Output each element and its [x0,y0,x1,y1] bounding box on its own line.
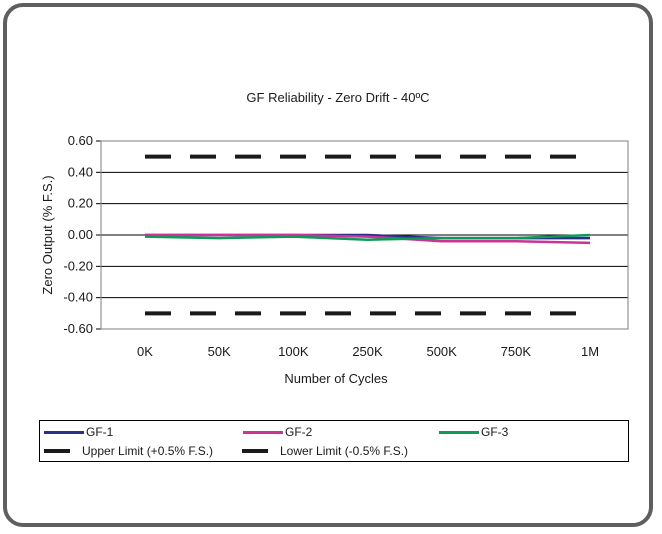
x-tick-label: 50K [208,344,231,359]
legend-swatch-gf-3 [439,430,479,434]
x-axis-label: Number of Cycles [284,371,388,386]
x-tick-label: 250K [352,344,383,359]
legend-swatch-lower-limit [242,449,268,453]
series-lines [144,154,591,316]
y-tick-labels: 0.60 0.40 0.20 0.00 -0.20 -0.40 -0.60 [63,133,93,336]
x-tick-label: 500K [426,344,457,359]
legend-label-upper-limit: Upper Limit (+0.5% F.S.) [82,444,214,458]
y-tick-label: 0.60 [68,133,93,148]
chart-title: GF Reliability - Zero Drift - 40ºC [246,90,429,105]
legend-label-gf-2: GF-2 [285,425,313,439]
legend-label-gf-3: GF-3 [481,425,509,439]
legend-item-gf-3: GF-3 [439,425,508,439]
legend-item-lower-limit: Lower Limit (-0.5% F.S.) [242,444,408,458]
legend: GF-1 GF-2 GF-3 Upper Limit (+0.5% F.S.) … [39,420,629,462]
plot-area [100,140,629,330]
legend-item-gf-1: GF-1 [44,425,113,439]
y-tick-label: 0.20 [68,196,93,211]
legend-label-lower-limit: Lower Limit (-0.5% F.S.) [280,444,409,458]
legend-swatch-upper-limit [44,449,70,453]
x-tick-label: 0K [137,344,153,359]
y-tick-label: -0.40 [63,290,93,305]
legend-label-gf-1: GF-1 [86,425,114,439]
legend-swatch-gf-2 [243,430,283,434]
legend-swatch-gf-1 [44,430,84,434]
series-line-gf-2 [145,233,591,245]
y-tick-label: 0.40 [68,164,93,179]
legend-item-gf-2: GF-2 [243,425,312,439]
y-axis-label: Zero Output (% F.S.) [40,175,55,294]
x-tick-label: 100K [278,344,309,359]
legend-item-upper-limit: Upper Limit (+0.5% F.S.) [44,444,213,458]
x-tick-label: 750K [501,344,532,359]
x-tick-label: 1M [581,344,599,359]
y-tick-label: -0.20 [63,258,93,273]
x-tick-labels: 0K 50K 100K 250K 500K 750K 1M [137,344,599,359]
series-line-gf-3 [144,233,591,241]
y-tick-label: -0.60 [63,321,93,336]
y-tick-label: 0.00 [68,227,93,242]
